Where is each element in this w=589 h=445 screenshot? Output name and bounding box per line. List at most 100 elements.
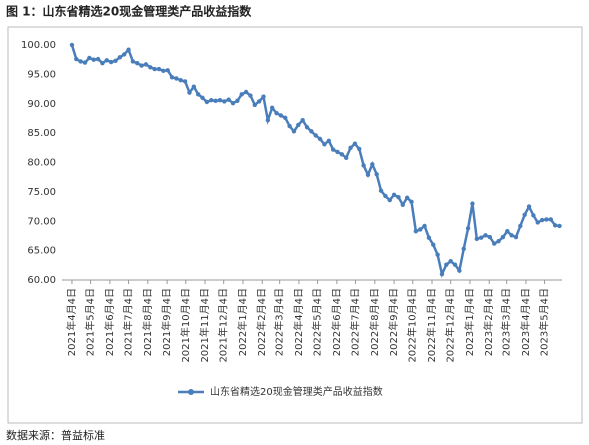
point: [156, 66, 162, 72]
point: [365, 172, 371, 178]
point: [526, 204, 532, 209]
x-tick-label: 2022年8月4日: [368, 288, 381, 356]
point: [552, 223, 558, 228]
point: [400, 202, 405, 207]
x-tick-label: 2021年8月4日: [141, 288, 154, 356]
point: [478, 235, 484, 240]
y-tick-label: 70.00: [27, 216, 56, 227]
point: [230, 100, 236, 106]
point: [209, 98, 214, 103]
x-tick-label: 2023年5月4日: [538, 288, 551, 356]
x-tick-label: 2021年6月4日: [103, 288, 116, 356]
y-tick-label: 60.00: [27, 275, 56, 286]
chart-frame: [7, 26, 583, 424]
point: [409, 199, 414, 205]
point: [522, 212, 527, 217]
point: [296, 122, 301, 128]
y-tick-label: 80.00: [27, 158, 56, 169]
x-tick-label: 2021年12月4日: [217, 288, 230, 363]
point: [117, 55, 123, 60]
point: [483, 233, 488, 238]
point: [265, 118, 271, 123]
x-tick-label: 2022年4月4日: [292, 288, 305, 356]
x-tick-label: 2022年12月4日: [444, 288, 457, 363]
point: [269, 105, 275, 111]
point: [82, 60, 88, 65]
point: [431, 242, 436, 247]
point: [509, 233, 514, 238]
point: [344, 155, 349, 160]
x-tick-label: 2021年11月4日: [198, 288, 211, 363]
point: [130, 59, 136, 64]
x-tick-label: 2022年2月4日: [255, 288, 268, 356]
point: [396, 194, 401, 200]
x-tick-label: 2021年9月4日: [160, 288, 173, 356]
point: [113, 58, 118, 64]
y-tick-label: 65.00: [27, 246, 56, 257]
point: [143, 62, 149, 67]
point: [222, 99, 227, 104]
point: [505, 229, 510, 234]
point: [465, 226, 471, 231]
line: [70, 44, 560, 278]
point: [496, 239, 501, 244]
x-tick-label: 2021年5月4日: [84, 288, 97, 356]
point: [361, 163, 366, 168]
x-tick-label: 2022年3月4日: [273, 288, 286, 356]
point: [391, 192, 397, 198]
point: [548, 217, 554, 222]
point: [300, 118, 305, 123]
point: [535, 220, 540, 225]
point: [330, 147, 336, 152]
chart-title: 图 1：山东省精选20现金管理类产品收益指数: [6, 4, 252, 19]
x-tick-label: 2023年3月4日: [500, 288, 513, 356]
point: [217, 98, 223, 103]
x-tick-label: 2022年6月4日: [330, 288, 343, 356]
point: [95, 56, 101, 62]
x-tick-label: 2022年11月4日: [425, 288, 438, 363]
x-tick-label: 2022年7月4日: [349, 288, 362, 356]
point: [261, 94, 266, 99]
y-tick-label: 85.00: [27, 128, 56, 139]
point: [126, 47, 131, 52]
point: [448, 259, 453, 264]
point: [309, 129, 314, 134]
point: [161, 68, 166, 74]
point: [78, 59, 83, 64]
point: [531, 213, 536, 218]
point: [374, 172, 379, 177]
point: [169, 75, 175, 80]
point: [252, 102, 257, 108]
point: [108, 59, 114, 65]
point: [335, 149, 340, 155]
y-tick-label: 90.00: [27, 99, 56, 110]
point: [283, 115, 288, 121]
point: [487, 234, 493, 240]
point: [357, 146, 362, 152]
point: [195, 92, 201, 97]
x-tick-label: 2021年10月4日: [179, 288, 192, 363]
point: [435, 252, 440, 257]
point: [339, 152, 345, 157]
x-tick-label: 2023年1月4日: [463, 288, 476, 356]
point: [304, 125, 310, 130]
point: [513, 234, 519, 240]
point: [235, 98, 240, 104]
point: [135, 61, 140, 66]
point: [226, 97, 231, 102]
legend-label: 山东省精选20现金管理类产品收益指数: [210, 385, 383, 398]
point: [492, 241, 497, 246]
point: [165, 68, 170, 73]
x-tick-label: 2021年4月4日: [65, 288, 78, 356]
y-tick-label: 100.00: [21, 40, 56, 51]
point: [378, 188, 384, 193]
x-tick-label: 2021年7月4日: [122, 288, 135, 356]
legend-marker: [188, 389, 194, 395]
point: [404, 195, 410, 200]
point: [187, 90, 192, 95]
point: [539, 217, 545, 223]
point: [74, 56, 79, 62]
point: [243, 89, 249, 95]
x-tick-label: 2023年2月4日: [482, 288, 495, 356]
point: [322, 142, 327, 147]
